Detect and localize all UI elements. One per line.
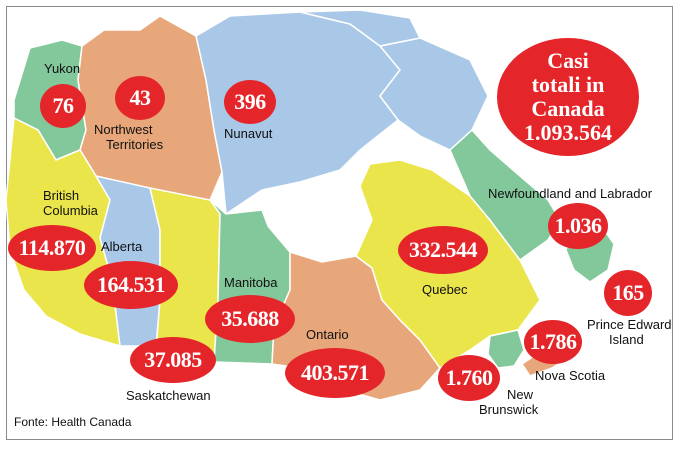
region-label-saskatchewan: Saskatchewan bbox=[126, 388, 211, 403]
hudson-bay bbox=[262, 170, 372, 262]
region-label-prince-edward-island: Prince Edward Island bbox=[587, 317, 672, 347]
region-shape-nunavut-north bbox=[299, 9, 422, 47]
total-title-line2: totali in bbox=[531, 72, 605, 97]
case-badge-alberta: 164.531 bbox=[84, 261, 178, 309]
case-badge-yukon: 76 bbox=[40, 84, 86, 128]
case-badge-nova-scotia: 1.786 bbox=[524, 320, 582, 364]
region-label-northwest-territories: Northwest Territories bbox=[94, 122, 164, 152]
region-label-quebec: Quebec bbox=[422, 282, 468, 297]
region-label-nova-scotia: Nova Scotia bbox=[535, 368, 606, 383]
region-label-british-columbia: British Columbia bbox=[43, 188, 98, 218]
case-badge-british-columbia: 114.870 bbox=[8, 225, 96, 271]
total-value: 1.093.564 bbox=[524, 120, 612, 145]
region-label-manitoba: Manitoba bbox=[224, 275, 278, 290]
total-title-line3: Canada bbox=[531, 96, 605, 121]
case-badge-saskatchewan: 37.085 bbox=[130, 337, 216, 383]
region-label-newfoundland-and-labrador: Newfoundland and Labrador bbox=[488, 186, 653, 201]
region-label-ontario: Ontario bbox=[306, 327, 349, 342]
total-cases-badge: Casi totali in Canada 1.093.564 bbox=[497, 38, 639, 156]
total-title-line1: Casi bbox=[547, 48, 589, 73]
case-badge-new-brunswick: 1.760 bbox=[438, 355, 500, 401]
region-shape-new-brunswick bbox=[487, 329, 525, 369]
region-label-new-brunswick: New Brunswick bbox=[479, 387, 539, 417]
source-note: Fonte: Health Canada bbox=[14, 415, 132, 429]
case-badge-prince-edward-island: 165 bbox=[604, 270, 652, 316]
case-badge-nunavut: 396 bbox=[224, 80, 276, 124]
region-label-yukon: Yukon bbox=[44, 61, 81, 76]
case-badge-northwest-territories: 43 bbox=[115, 76, 165, 120]
region-label-nunavut: Nunavut bbox=[224, 126, 273, 141]
case-badge-ontario: 403.571 bbox=[285, 348, 385, 398]
case-badge-manitoba: 35.688 bbox=[205, 295, 295, 343]
region-label-alberta: Alberta bbox=[101, 239, 143, 254]
case-badge-newfoundland-and-labrador: 1.036 bbox=[548, 203, 608, 249]
case-badge-quebec: 332.544 bbox=[398, 226, 488, 274]
